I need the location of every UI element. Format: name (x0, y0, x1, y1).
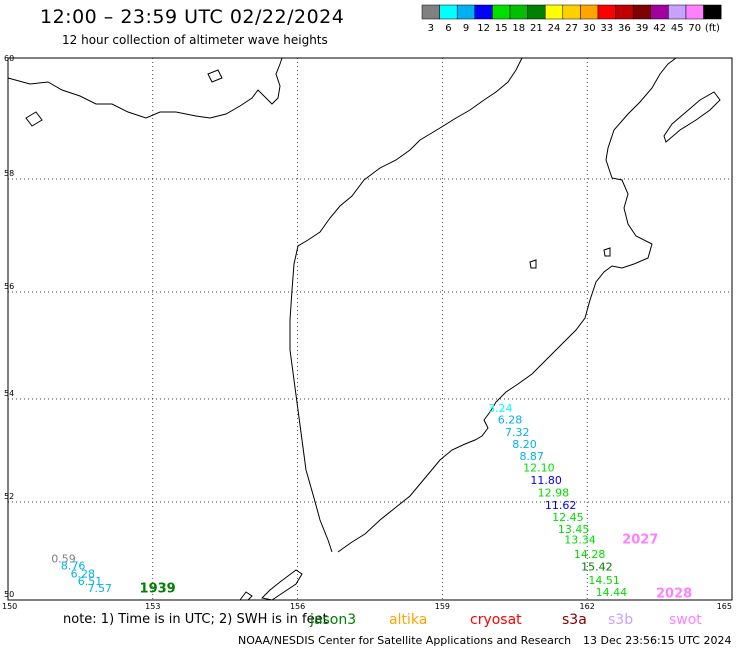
wave-height-label: 7.32 (505, 426, 530, 439)
wave-height-label: 13.34 (564, 534, 596, 547)
wave-height-label: 8.76 (61, 560, 86, 573)
generated-timestamp: 13 Dec 23:56:15 UTC 2024 (583, 634, 732, 647)
wave-height-label: 12.98 (538, 486, 570, 499)
legend-swatch (456, 4, 476, 20)
satellite-name: altika (389, 612, 428, 628)
legend-swatch (580, 4, 599, 20)
legend-label: 12 (477, 23, 490, 34)
lon-tick-label: 153 (145, 602, 160, 611)
wave-height-label: 14.44 (596, 586, 628, 599)
legend-unit: (ft) (705, 23, 720, 34)
wave-height-label: 15.42 (581, 561, 613, 574)
legend-label: 27 (565, 23, 578, 34)
legend-swatch (562, 4, 581, 20)
legend-swatch (509, 4, 528, 20)
legend-label: 21 (530, 23, 543, 34)
legend-swatch (703, 4, 722, 20)
lat-tick-label: 50 (4, 590, 14, 599)
legend-swatch (492, 4, 511, 20)
legend-swatch (685, 4, 704, 20)
pass-time-label: 1939 (140, 582, 176, 597)
wave-height-label: 8.20 (512, 438, 537, 451)
wave-height-label: 14.28 (574, 548, 606, 561)
wave-height-label: 12.45 (552, 511, 584, 524)
legend-label: 39 (636, 23, 649, 34)
wave-height-label: 0.59 (51, 552, 76, 565)
legend-label: 33 (600, 23, 613, 34)
lat-tick-label: 54 (4, 389, 14, 398)
legend-label: 42 (653, 23, 666, 34)
legend-swatch (650, 4, 669, 20)
legend-swatch (597, 4, 616, 20)
legend-label: 6 (445, 23, 451, 34)
pass-time-label: 2028 (656, 587, 692, 602)
okhotsk-island (25, 111, 43, 127)
legend-label: 70 (688, 23, 701, 34)
legend-label: 24 (548, 23, 561, 34)
lat-tick-label: 60 (4, 54, 14, 63)
legend-swatch (527, 4, 546, 20)
legend-swatch (421, 4, 440, 20)
map-subtitle: 12 hour collection of altimeter wave hei… (62, 33, 328, 47)
wave-height-label: 11.62 (545, 499, 577, 512)
lon-tick-label: 159 (435, 602, 450, 611)
small-island (603, 247, 611, 257)
lon-tick-label: 150 (2, 602, 17, 611)
kuril-island (239, 591, 253, 601)
wave-height-label: 7.57 (87, 582, 112, 595)
color-legend: 3 6 9 12 15 18 21 24 27 30 33 36 39 42 45 70 (ft) (421, 4, 722, 34)
wave-height-label: 3.24 (488, 402, 513, 415)
legend-swatch (474, 4, 493, 20)
satellite-name: s3a (562, 612, 587, 628)
legend-swatch (615, 4, 634, 20)
wave-height-label: 6.51 (78, 575, 103, 588)
satellite-name: swot (669, 612, 702, 628)
lat-tick-label: 56 (4, 282, 14, 291)
legend-label: 9 (463, 23, 469, 34)
legend-label: 18 (512, 23, 525, 34)
legend-swatch (668, 4, 687, 20)
lat-tick-label: 58 (4, 169, 14, 178)
wave-height-label: 11.80 (530, 474, 562, 487)
legend-label: 15 (495, 23, 508, 34)
wave-height-label: 6.28 (71, 567, 96, 580)
wave-height-label: 8.87 (519, 450, 544, 463)
kuril-island (260, 569, 303, 601)
footnote: note: 1) Time is in UTC; 2) SWH is in fe… (63, 612, 328, 627)
credit-line: NOAA/NESDIS Center for Satellite Applica… (238, 634, 572, 647)
wave-height-label: 12.10 (523, 462, 555, 475)
legend-label: 45 (671, 23, 684, 34)
satellite-name: jason3 (310, 612, 357, 628)
lat-tick-label: 52 (4, 492, 14, 501)
lon-tick-label: 162 (580, 602, 595, 611)
okhotsk-island (207, 69, 223, 83)
wave-height-label: 6.28 (498, 414, 523, 427)
graticule (8, 58, 732, 600)
wave-height-label: 13.45 (558, 523, 590, 536)
map-frame (7, 57, 733, 601)
kamchatka-west-coastline (289, 57, 523, 553)
legend-label: 3 (428, 23, 434, 34)
lon-tick-label: 156 (290, 602, 305, 611)
legend-swatch (632, 4, 652, 20)
legend-swatch (439, 4, 458, 20)
small-island (529, 259, 537, 269)
legend-label: 30 (583, 23, 596, 34)
wave-height-label: 14.51 (588, 574, 620, 587)
observations: 0.598.766.286.517.573.246.287.328.208.87… (51, 402, 692, 602)
legend-swatch (544, 4, 564, 20)
axis-labels: 60 58 56 54 52 50 150 153 156 159 162 165 (2, 54, 732, 611)
karaginsky-island (663, 91, 721, 143)
okhotsk-north-coastline (7, 57, 283, 119)
lon-tick-label: 165 (717, 602, 732, 611)
kamchatka-coastline (337, 57, 677, 553)
satellite-name: cryosat (470, 612, 522, 628)
legend-label: 36 (618, 23, 631, 34)
map-title: 12:00 – 23:59 UTC 02/22/2024 (40, 6, 345, 28)
pass-time-label: 2027 (622, 533, 658, 548)
satellite-name: s3b (608, 612, 634, 628)
